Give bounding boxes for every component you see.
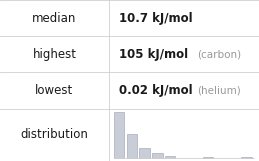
Bar <box>139 148 150 158</box>
Bar <box>152 153 163 158</box>
Text: 0.02 kJ/mol: 0.02 kJ/mol <box>119 84 193 97</box>
Bar <box>203 157 213 158</box>
Bar <box>127 134 137 158</box>
Bar <box>165 156 175 158</box>
Text: 105 kJ/mol: 105 kJ/mol <box>119 48 188 61</box>
Text: 10.7 kJ/mol: 10.7 kJ/mol <box>119 12 193 25</box>
Bar <box>241 157 251 158</box>
Text: lowest: lowest <box>35 84 74 97</box>
Text: median: median <box>32 12 77 25</box>
Bar <box>114 112 124 158</box>
Text: (carbon): (carbon) <box>197 49 241 59</box>
Text: distribution: distribution <box>20 128 88 141</box>
Text: (helium): (helium) <box>197 85 241 96</box>
Text: highest: highest <box>32 48 76 61</box>
